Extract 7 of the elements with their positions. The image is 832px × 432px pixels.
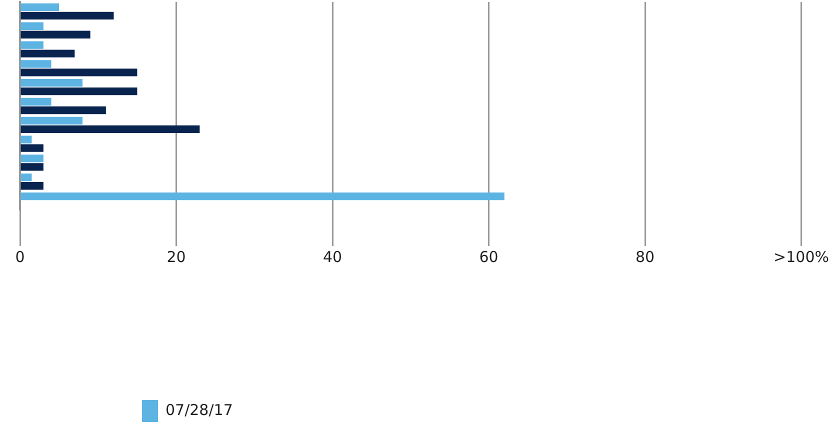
x-tick-label: 60 bbox=[479, 248, 498, 266]
x-tick-label: 20 bbox=[166, 248, 186, 266]
x-tick-label: 0 bbox=[15, 248, 25, 266]
legend-label: 07/28/17 bbox=[166, 400, 233, 419]
x-tick-label: 80 bbox=[635, 248, 655, 266]
x-tick-label: >100% bbox=[774, 248, 829, 266]
x-tick-label: 40 bbox=[322, 248, 342, 266]
